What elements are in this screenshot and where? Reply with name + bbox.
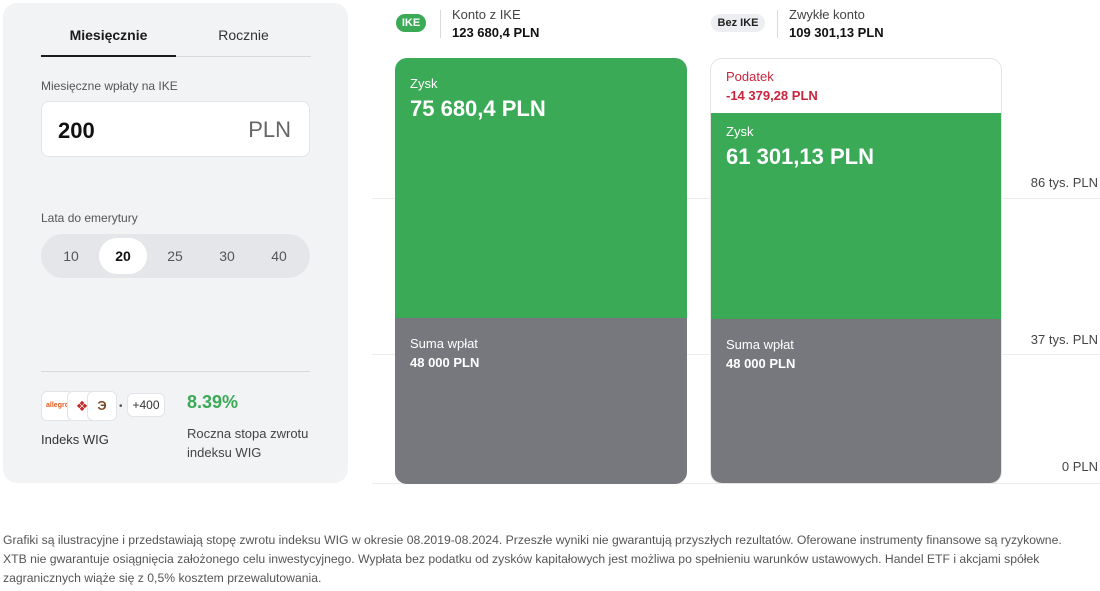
tax-segment: Podatek -14 379,28 PLN bbox=[711, 59, 1001, 113]
index-name: Indeks WIG bbox=[41, 432, 109, 447]
regular-column: Podatek -14 379,28 PLN Zysk 61 301,13 PL… bbox=[710, 58, 1002, 484]
calculator-panel: Miesięcznie Rocznie Miesięczne wpłaty na… bbox=[3, 3, 348, 483]
axis-label-0: 0 PLN bbox=[1061, 459, 1098, 474]
ike-profit-segment: Zysk 75 680,4 PLN bbox=[395, 58, 687, 318]
monthly-amount-value[interactable]: 200 bbox=[58, 118, 95, 143]
ike-deposits-segment: Suma wpłat 48 000 PLN bbox=[395, 318, 687, 484]
monthly-amount-input[interactable]: 200 PLN bbox=[41, 101, 310, 157]
regular-deposits-label: Suma wpłat bbox=[726, 337, 794, 352]
regular-deposits-segment: Suma wpłat 48 000 PLN bbox=[711, 319, 1001, 483]
axis-label-37k: 37 tys. PLN bbox=[1030, 332, 1098, 347]
ike-account-name: Konto z IKE bbox=[452, 7, 521, 22]
no-ike-badge: Bez IKE bbox=[711, 14, 765, 32]
brand-logo-icon: Э bbox=[87, 391, 117, 421]
header-separator bbox=[440, 10, 441, 38]
years-label: Lata do emerytury bbox=[41, 211, 138, 225]
period-tabs: Miesięcznie Rocznie bbox=[41, 25, 311, 57]
cd-projekt-icon: ❖ bbox=[67, 391, 97, 421]
regular-profit-value: 61 301,13 PLN bbox=[726, 144, 874, 169]
years-selector: 10 20 25 30 40 bbox=[41, 234, 310, 278]
axis-label-86k: 86 tys. PLN bbox=[1030, 175, 1098, 190]
dot-separator: • bbox=[119, 401, 123, 412]
ike-profit-label: Zysk bbox=[410, 76, 438, 91]
regular-account-name: Zwykłe konto bbox=[789, 7, 865, 22]
tax-label: Podatek bbox=[726, 69, 774, 84]
ike-badge: IKE bbox=[396, 14, 426, 32]
index-rate-label: Roczna stopa zwrotu indeksu WIG bbox=[187, 426, 309, 460]
disclaimer-text: Grafiki są ilustracyjne i przedstawiają … bbox=[3, 533, 1062, 585]
regular-profit-segment: Zysk 61 301,13 PLN bbox=[711, 113, 1001, 319]
year-option-25[interactable]: 25 bbox=[167, 248, 183, 264]
ike-account-total: 123 680,4 PLN bbox=[452, 25, 540, 40]
header-separator bbox=[777, 10, 778, 38]
ike-profit-value: 75 680,4 PLN bbox=[410, 96, 546, 121]
tab-yearly[interactable]: Rocznie bbox=[218, 27, 269, 43]
year-option-10[interactable]: 10 bbox=[63, 248, 79, 264]
year-option-20[interactable]: 20 bbox=[99, 238, 147, 274]
regular-profit-label: Zysk bbox=[726, 124, 754, 139]
tax-value: -14 379,28 PLN bbox=[726, 88, 818, 103]
more-companies-badge[interactable]: +400 bbox=[127, 393, 165, 417]
tab-monthly[interactable]: Miesięcznie bbox=[41, 25, 176, 57]
regular-account-total: 109 301,13 PLN bbox=[789, 25, 884, 40]
monthly-input-label: Miesięczne wpłaty na IKE bbox=[41, 79, 178, 93]
divider bbox=[41, 371, 310, 372]
index-rate: 8.39% bbox=[187, 392, 239, 412]
currency-unit: PLN bbox=[248, 117, 291, 142]
ike-deposits-label: Suma wpłat bbox=[410, 336, 478, 351]
ike-deposits-value: 48 000 PLN bbox=[410, 355, 480, 370]
year-option-40[interactable]: 40 bbox=[271, 248, 287, 264]
regular-deposits-value: 48 000 PLN bbox=[726, 356, 796, 371]
year-option-30[interactable]: 30 bbox=[219, 248, 235, 264]
ike-column: Zysk 75 680,4 PLN Suma wpłat 48 000 PLN bbox=[395, 58, 687, 484]
